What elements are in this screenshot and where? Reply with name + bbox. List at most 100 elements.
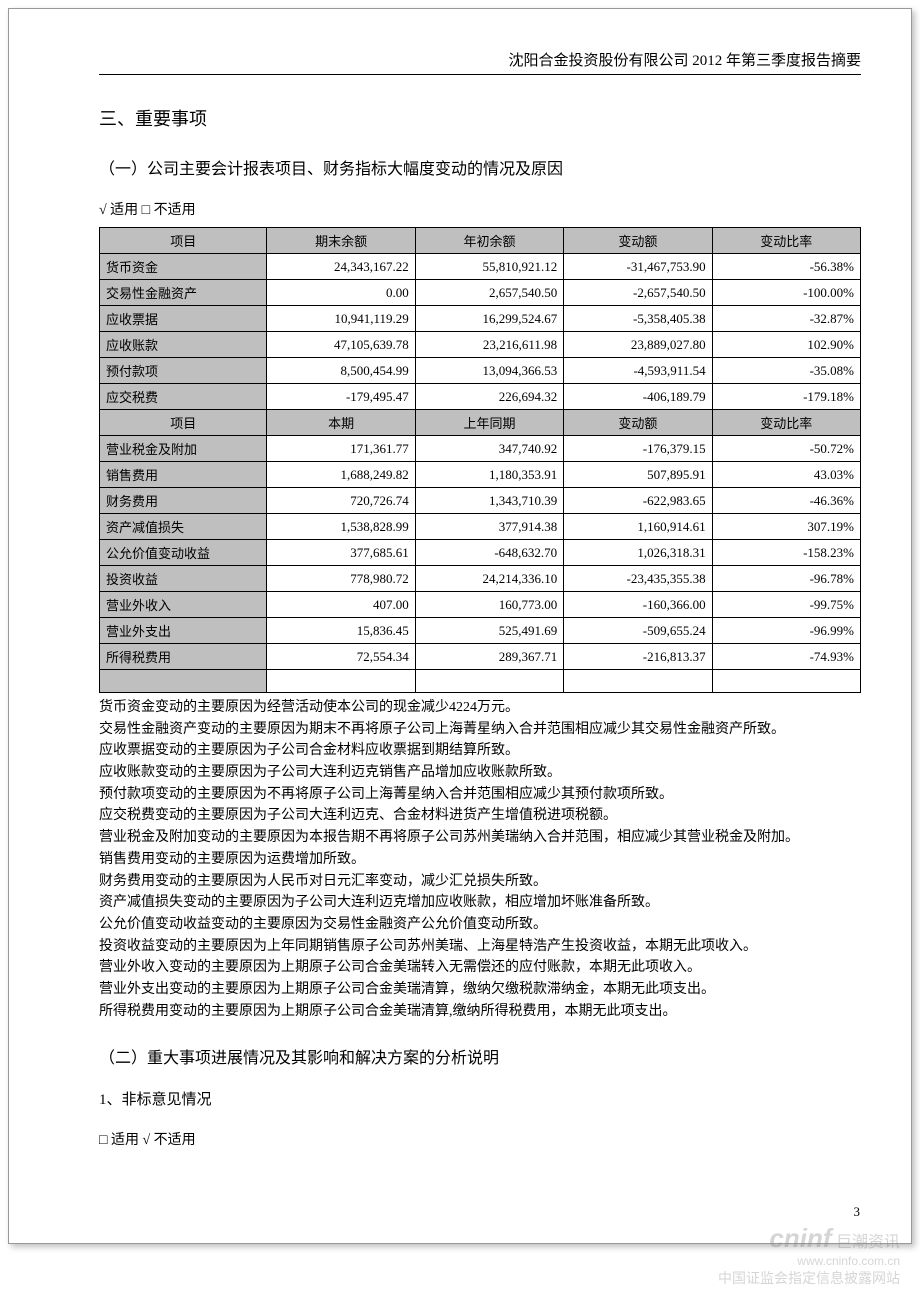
- cell-value: 0.00: [267, 280, 415, 306]
- row-label: 应收票据: [100, 306, 267, 332]
- cell-value: 377,685.61: [267, 540, 415, 566]
- cell-value: 160,773.00: [415, 592, 563, 618]
- table-row: 营业外收入407.00160,773.00-160,366.00-99.75%: [100, 592, 861, 618]
- watermark-url: www.cninfo.com.cn: [718, 1254, 900, 1268]
- note-line: 公允价值变动收益变动的主要原因为交易性金融资产公允价值变动所致。: [99, 914, 861, 936]
- watermark-brand: cninf: [769, 1223, 831, 1253]
- row-label: 营业外收入: [100, 592, 267, 618]
- cell-value: 1,688,249.82: [267, 462, 415, 488]
- cell-value: 289,367.71: [415, 644, 563, 670]
- cell-value: -32.87%: [712, 306, 860, 332]
- cell-value: 1,026,318.31: [564, 540, 712, 566]
- cell-value: [712, 670, 860, 693]
- cell-value: -5,358,405.38: [564, 306, 712, 332]
- note-line: 应收账款变动的主要原因为子公司大连利迈克销售产品增加应收账款所致。: [99, 762, 861, 784]
- cell-value: 47,105,639.78: [267, 332, 415, 358]
- cell-value: 407.00: [267, 592, 415, 618]
- cell-value: -100.00%: [712, 280, 860, 306]
- table-row: 销售费用1,688,249.821,180,353.91507,895.9143…: [100, 462, 861, 488]
- row-label: 应交税费: [100, 384, 267, 410]
- section-1-title: 三、重要事项: [99, 105, 861, 131]
- row-label: 投资收益: [100, 566, 267, 592]
- row-label: 预付款项: [100, 358, 267, 384]
- cell-value: 13,094,366.53: [415, 358, 563, 384]
- cell-value: 23,889,027.80: [564, 332, 712, 358]
- table-row: 所得税费用72,554.34289,367.71-216,813.37-74.9…: [100, 644, 861, 670]
- row-label: 货币资金: [100, 254, 267, 280]
- page-number: 3: [854, 1204, 861, 1220]
- table-row: 财务费用720,726.741,343,710.39-622,983.65-46…: [100, 488, 861, 514]
- col-header: 项目: [100, 228, 267, 254]
- cell-value: -406,189.79: [564, 384, 712, 410]
- cell-value: 15,836.45: [267, 618, 415, 644]
- cell-value: -96.99%: [712, 618, 860, 644]
- cell-value: 55,810,921.12: [415, 254, 563, 280]
- col-header: 期末余额: [267, 228, 415, 254]
- cell-value: [564, 670, 712, 693]
- cell-value: 1,343,710.39: [415, 488, 563, 514]
- table-row: 资产减值损失1,538,828.99377,914.381,160,914.61…: [100, 514, 861, 540]
- page-container: 沈阳合金投资股份有限公司 2012 年第三季度报告摘要 三、重要事项 （一）公司…: [8, 8, 912, 1244]
- row-label: 营业外支出: [100, 618, 267, 644]
- note-line: 交易性金融资产变动的主要原因为期末不再将原子公司上海菁星纳入合并范围相应减少其交…: [99, 719, 861, 741]
- watermark-line2: 中国证监会指定信息披露网站: [718, 1268, 900, 1288]
- row-label: 财务费用: [100, 488, 267, 514]
- cell-value: 1,538,828.99: [267, 514, 415, 540]
- note-line: 应交税费变动的主要原因为子公司大连利迈克、合金材料进货产生增值税进项税额。: [99, 805, 861, 827]
- table-row: 货币资金24,343,167.2255,810,921.12-31,467,75…: [100, 254, 861, 280]
- col-header: 上年同期: [415, 410, 563, 436]
- cell-value: 16,299,524.67: [415, 306, 563, 332]
- row-label: 资产减值损失: [100, 514, 267, 540]
- note-line: 财务费用变动的主要原因为人民币对日元汇率变动，减少汇兑损失所致。: [99, 871, 861, 893]
- table-row: 应收账款47,105,639.7823,216,611.9823,889,027…: [100, 332, 861, 358]
- row-label: [100, 670, 267, 693]
- cell-value: 10,941,119.29: [267, 306, 415, 332]
- cell-value: 102.90%: [712, 332, 860, 358]
- cell-value: 307.19%: [712, 514, 860, 540]
- col-header: 变动比率: [712, 228, 860, 254]
- cell-value: -50.72%: [712, 436, 860, 462]
- note-line: 投资收益变动的主要原因为上年同期销售原子公司苏州美瑞、上海星特浩产生投资收益，本…: [99, 936, 861, 958]
- table-row: 交易性金融资产0.002,657,540.50-2,657,540.50-100…: [100, 280, 861, 306]
- cell-value: -99.75%: [712, 592, 860, 618]
- cell-value: 1,160,914.61: [564, 514, 712, 540]
- cell-value: -648,632.70: [415, 540, 563, 566]
- cell-value: 507,895.91: [564, 462, 712, 488]
- cell-value: -176,379.15: [564, 436, 712, 462]
- note-line: 销售费用变动的主要原因为运费增加所致。: [99, 849, 861, 871]
- cell-value: -46.36%: [712, 488, 860, 514]
- section-1-2-sub: 1、非标意见情况: [99, 1088, 861, 1109]
- table-row: 应交税费-179,495.47226,694.32-406,189.79-179…: [100, 384, 861, 410]
- cell-value: -179,495.47: [267, 384, 415, 410]
- cell-value: 778,980.72: [267, 566, 415, 592]
- cell-value: -216,813.37: [564, 644, 712, 670]
- cell-value: -4,593,911.54: [564, 358, 712, 384]
- note-line: 所得税费用变动的主要原因为上期原子公司合金美瑞清算,缴纳所得税费用，本期无此项支…: [99, 1001, 861, 1023]
- cell-value: -160,366.00: [564, 592, 712, 618]
- table-row: 营业税金及附加171,361.77347,740.92-176,379.15-5…: [100, 436, 861, 462]
- col-header: 项目: [100, 410, 267, 436]
- cell-value: [415, 670, 563, 693]
- note-line: 预付款项变动的主要原因为不再将原子公司上海菁星纳入合并范围相应减少其预付款项所致…: [99, 784, 861, 806]
- cell-value: 525,491.69: [415, 618, 563, 644]
- document-header: 沈阳合金投资股份有限公司 2012 年第三季度报告摘要: [99, 49, 861, 75]
- cell-value: -509,655.24: [564, 618, 712, 644]
- cell-value: 8,500,454.99: [267, 358, 415, 384]
- watermark-cn: 巨潮资讯: [836, 1234, 900, 1251]
- cell-value: 226,694.32: [415, 384, 563, 410]
- note-line: 应收票据变动的主要原因为子公司合金材料应收票据到期结算所致。: [99, 740, 861, 762]
- section-1-1-title: （一）公司主要会计报表项目、财务指标大幅度变动的情况及原因: [99, 155, 861, 179]
- cell-value: 347,740.92: [415, 436, 563, 462]
- table-row: [100, 670, 861, 693]
- applicable-check-2: □ 适用 √ 不适用: [99, 1129, 861, 1149]
- cell-value: -179.18%: [712, 384, 860, 410]
- cell-value: [267, 670, 415, 693]
- note-line: 营业外收入变动的主要原因为上期原子公司合金美瑞转入无需偿还的应付账款，本期无此项…: [99, 957, 861, 979]
- col-header: 变动额: [564, 228, 712, 254]
- table-header-row: 项目 本期 上年同期 变动额 变动比率: [100, 410, 861, 436]
- cell-value: 72,554.34: [267, 644, 415, 670]
- table-row: 预付款项8,500,454.9913,094,366.53-4,593,911.…: [100, 358, 861, 384]
- cell-value: -622,983.65: [564, 488, 712, 514]
- cell-value: 24,343,167.22: [267, 254, 415, 280]
- row-label: 销售费用: [100, 462, 267, 488]
